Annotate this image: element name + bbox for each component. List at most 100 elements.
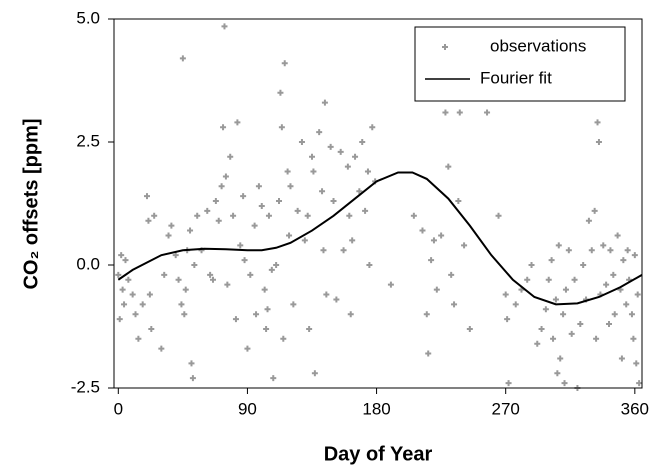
observation-point [264,306,271,313]
legend-label: Fourier fit [480,68,552,87]
observation-point [215,217,222,224]
observation-point [204,207,211,214]
observation-point [265,212,272,219]
observation-point [165,232,172,239]
observation-point [560,311,567,318]
observation-point [502,291,509,298]
observation-point [594,119,601,126]
observation-point [534,340,541,347]
observation-point [194,212,201,219]
observation-point [129,291,136,298]
observation-point [585,217,592,224]
observation-point [287,183,294,190]
observation-point [244,345,251,352]
observation-point [484,109,491,116]
observation-point [135,335,142,342]
observation-point [168,222,175,229]
observation-point [591,207,598,214]
observation-point [607,247,614,254]
observation-point [425,350,432,357]
x-tick-label: 180 [362,399,390,418]
observation-point [218,183,225,190]
observation-point [593,335,600,342]
observation-point [255,183,262,190]
y-tick-label: 5.0 [76,8,100,27]
observation-point [281,60,288,67]
observation-point [524,276,531,283]
observation-point [284,168,291,175]
observation-point [606,321,612,328]
observation-point [273,262,280,268]
observation-point [588,247,595,254]
observation-point [139,301,146,308]
observation-point [352,153,359,160]
legend-marker [442,44,448,50]
observation-point [623,301,630,308]
observation-point [451,301,458,308]
observation-point [304,212,311,219]
observation-point [151,212,158,219]
x-tick-label: 360 [621,399,649,418]
observation-point [145,217,152,224]
observation-point [158,345,165,352]
observation-point [580,262,587,268]
observation-point [323,291,330,298]
observation-point [187,227,194,234]
observation-point [298,139,305,145]
observation-point [448,271,455,278]
observation-point [466,325,473,332]
observation-point [366,262,373,268]
y-tick-label: 0.0 [76,254,100,273]
observation-point [306,325,313,332]
observation-point [362,207,369,214]
observation-point [611,311,618,318]
observation-point [240,193,247,200]
observation-point [224,281,231,288]
observation-point [555,242,562,249]
observation-point [364,168,371,175]
observation-point [189,375,196,382]
observation-point [568,330,575,337]
observation-point [146,291,153,298]
observation-point [268,266,275,273]
observation-point [624,247,631,254]
observation-point [359,139,366,145]
observation-point [512,301,519,308]
observation-point [258,202,265,209]
plot-frame [113,18,643,389]
observation-point [263,325,270,332]
observation-point [175,276,182,283]
observation-point [286,232,293,239]
observation-point [438,232,445,239]
observation-point [270,375,277,382]
x-tick-label: 90 [238,399,257,418]
observation-point [369,124,376,131]
observation-point [428,257,435,264]
observation-point [172,252,179,259]
observation-point [505,380,512,387]
observation-point [230,212,237,219]
observation-point [410,212,417,219]
observation-point [455,198,462,205]
x-axis-title: Day of Year [324,443,433,465]
observation-point [620,257,627,264]
observation-point [347,311,354,318]
observation-point [548,257,555,264]
y-tick-label: -2.5 [71,377,100,396]
observation-point [495,212,502,219]
observation-point [456,109,463,116]
observation-point [346,212,353,219]
observation-point [179,55,186,62]
observation-point [148,325,155,332]
observation-point [253,311,260,318]
observation-point [222,173,229,180]
observation-point [561,380,568,387]
observation-point [442,109,449,116]
observation-point [319,188,326,195]
observation-point [614,232,621,239]
observation-point [333,296,340,303]
observation-point [545,276,552,283]
y-axis-title: CO₂ offsets [ppm] [20,118,42,289]
